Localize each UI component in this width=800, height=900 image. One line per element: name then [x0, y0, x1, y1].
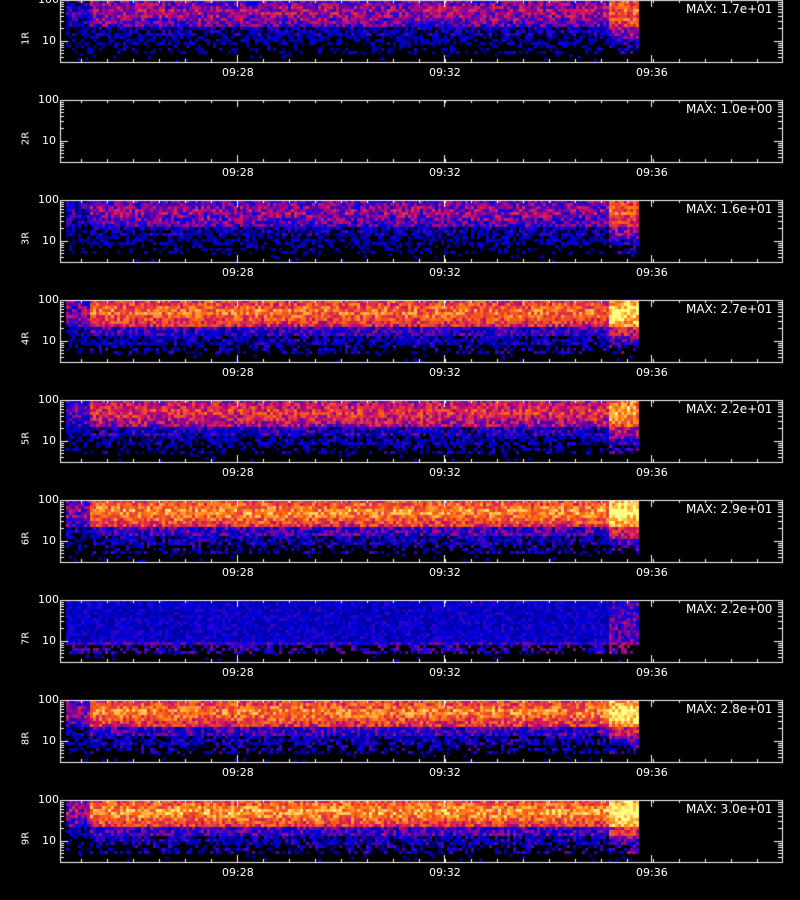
x-tick-label: 09:28 — [222, 66, 254, 79]
spectrogram-8R — [0, 680, 800, 780]
y-tick-label: 10 — [42, 333, 56, 347]
y-tick-label: 100 — [38, 693, 59, 706]
y-tick-label: 10 — [42, 433, 56, 447]
y-tick-label: 10 — [42, 833, 56, 847]
y-tick-label: 100 — [38, 93, 59, 106]
spectrogram-4R — [0, 280, 800, 380]
x-tick-label: 09:28 — [222, 166, 254, 179]
spectrogram-5R — [0, 380, 800, 480]
channel-label: 1R — [20, 31, 32, 46]
max-value-label: MAX: 2.2e+00 — [686, 602, 773, 616]
max-value-label: MAX: 2.2e+01 — [686, 402, 773, 416]
spectrogram-2R — [0, 80, 800, 180]
channel-label: 6R — [20, 531, 32, 546]
x-tick-label: 09:32 — [429, 166, 461, 179]
y-tick-label: 100 — [38, 193, 59, 206]
x-tick-label: 09:36 — [636, 766, 668, 779]
x-tick-label: 09:36 — [636, 166, 668, 179]
panel-9R: 100 10 09:28 09:32 09:36 9R MAX: 3.0e+01 — [0, 780, 800, 880]
channel-label: 5R — [20, 431, 32, 446]
panel-8R: 100 10 09:28 09:32 09:36 8R MAX: 2.8e+01 — [0, 680, 800, 780]
x-tick-label: 09:36 — [636, 466, 668, 479]
x-tick-label: 09:36 — [636, 66, 668, 79]
max-value-label: MAX: 2.8e+01 — [686, 702, 773, 716]
x-tick-label: 09:28 — [222, 266, 254, 279]
y-tick-label: 100 — [38, 793, 59, 806]
x-tick-label: 09:28 — [222, 666, 254, 679]
spectrogram-1R — [0, 0, 800, 80]
max-value-label: MAX: 3.0e+01 — [686, 802, 773, 816]
x-tick-label: 09:36 — [636, 366, 668, 379]
x-tick-label: 09:28 — [222, 366, 254, 379]
max-value-label: MAX: 1.7e+01 — [686, 2, 773, 16]
x-tick-label: 09:32 — [429, 466, 461, 479]
x-tick-label: 09:32 — [429, 266, 461, 279]
channel-label: 3R — [20, 231, 32, 246]
y-tick-label: 10 — [42, 533, 56, 547]
channel-label: 8R — [20, 731, 32, 746]
panel-1R: 100 10 09:28 09:32 09:36 1R MAX: 1.7e+01 — [0, 0, 800, 80]
y-tick-label: 100 — [38, 593, 59, 606]
spectrogram-6R — [0, 480, 800, 580]
x-tick-label: 09:36 — [636, 666, 668, 679]
panel-7R: 100 10 09:28 09:32 09:36 7R MAX: 2.2e+00 — [0, 580, 800, 680]
channel-label: 9R — [20, 831, 32, 846]
max-value-label: MAX: 2.9e+01 — [686, 502, 773, 516]
x-tick-label: 09:36 — [636, 566, 668, 579]
x-tick-label: 09:32 — [429, 666, 461, 679]
max-value-label: MAX: 1.0e+00 — [686, 102, 773, 116]
spectrogram-9R — [0, 780, 800, 880]
spectrogram-7R — [0, 580, 800, 680]
spectrogram-3R — [0, 180, 800, 280]
x-tick-label: 09:28 — [222, 766, 254, 779]
y-tick-label: 10 — [42, 633, 56, 647]
x-tick-label: 09:36 — [636, 266, 668, 279]
x-tick-label: 09:32 — [429, 866, 461, 879]
x-tick-label: 09:32 — [429, 566, 461, 579]
panel-5R: 100 10 09:28 09:32 09:36 5R MAX: 2.2e+01 — [0, 380, 800, 480]
x-tick-label: 09:32 — [429, 766, 461, 779]
x-tick-label: 09:28 — [222, 866, 254, 879]
y-tick-label: 100 — [38, 293, 59, 306]
channel-label: 7R — [20, 631, 32, 646]
channel-label: 2R — [20, 131, 32, 146]
x-tick-label: 09:28 — [222, 566, 254, 579]
x-tick-label: 09:32 — [429, 66, 461, 79]
y-tick-label: 100 — [38, 393, 59, 406]
y-tick-label: 10 — [42, 133, 56, 147]
channel-label: 4R — [20, 331, 32, 346]
max-value-label: MAX: 2.7e+01 — [686, 302, 773, 316]
panel-6R: 100 10 09:28 09:32 09:36 6R MAX: 2.9e+01 — [0, 480, 800, 580]
y-tick-label: 10 — [42, 233, 56, 247]
y-tick-label: 100 — [38, 493, 59, 506]
panel-3R: 100 10 09:28 09:32 09:36 3R MAX: 1.6e+01 — [0, 180, 800, 280]
y-tick-label: 10 — [42, 33, 56, 47]
x-tick-label: 09:28 — [222, 466, 254, 479]
x-tick-label: 09:32 — [429, 366, 461, 379]
y-tick-label: 100 — [38, 0, 59, 5]
panel-2R: 100 10 09:28 09:32 09:36 2R MAX: 1.0e+00 — [0, 80, 800, 180]
x-tick-label: 09:36 — [636, 866, 668, 879]
panel-4R: 100 10 09:28 09:32 09:36 4R MAX: 2.7e+01 — [0, 280, 800, 380]
y-tick-label: 10 — [42, 733, 56, 747]
max-value-label: MAX: 1.6e+01 — [686, 202, 773, 216]
